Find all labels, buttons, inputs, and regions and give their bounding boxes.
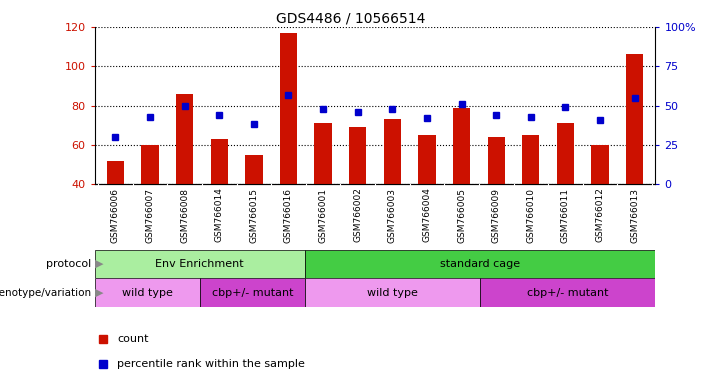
Text: GSM766009: GSM766009 [491, 188, 501, 243]
Bar [383, 119, 401, 184]
Text: Env Enrichment: Env Enrichment [156, 259, 244, 269]
Text: GDS4486 / 10566514: GDS4486 / 10566514 [275, 12, 426, 25]
Text: protocol: protocol [46, 259, 91, 269]
Text: GSM766014: GSM766014 [215, 188, 224, 242]
Bar [592, 145, 608, 184]
Text: GSM766012: GSM766012 [596, 188, 604, 242]
Bar [453, 108, 470, 184]
Bar [418, 135, 435, 184]
Text: GSM766011: GSM766011 [561, 188, 570, 243]
Text: cbp+/- mutant: cbp+/- mutant [212, 288, 293, 298]
Bar [142, 145, 158, 184]
Bar [349, 127, 367, 184]
Text: percentile rank within the sample: percentile rank within the sample [117, 359, 305, 369]
Text: GSM766002: GSM766002 [353, 188, 362, 242]
Text: standard cage: standard cage [440, 259, 520, 269]
Bar [200, 278, 305, 307]
Text: GSM766013: GSM766013 [630, 188, 639, 243]
Text: count: count [117, 334, 149, 344]
Text: GSM766007: GSM766007 [146, 188, 154, 243]
Text: GSM766008: GSM766008 [180, 188, 189, 243]
Bar [210, 139, 228, 184]
Text: ▶: ▶ [95, 259, 103, 269]
Bar [176, 94, 193, 184]
Bar [280, 33, 297, 184]
Text: wild type: wild type [367, 288, 418, 298]
Text: GSM766015: GSM766015 [250, 188, 259, 243]
Text: wild type: wild type [122, 288, 172, 298]
Text: GSM766016: GSM766016 [284, 188, 293, 243]
Bar [480, 278, 655, 307]
Bar [305, 250, 655, 278]
Bar [487, 137, 505, 184]
Text: GSM766004: GSM766004 [423, 188, 431, 242]
Text: GSM766003: GSM766003 [388, 188, 397, 243]
Text: genotype/variation: genotype/variation [0, 288, 91, 298]
Bar [95, 278, 200, 307]
Bar [315, 123, 332, 184]
Bar [557, 123, 574, 184]
Text: ▶: ▶ [95, 288, 103, 298]
Bar [522, 135, 540, 184]
Bar [305, 278, 480, 307]
Bar [245, 155, 263, 184]
Text: GSM766001: GSM766001 [319, 188, 327, 243]
Text: GSM766005: GSM766005 [457, 188, 466, 243]
Text: cbp+/- mutant: cbp+/- mutant [527, 288, 608, 298]
Text: GSM766006: GSM766006 [111, 188, 120, 243]
Bar [626, 55, 644, 184]
Bar [107, 161, 124, 184]
Text: GSM766010: GSM766010 [526, 188, 536, 243]
Bar [95, 250, 305, 278]
